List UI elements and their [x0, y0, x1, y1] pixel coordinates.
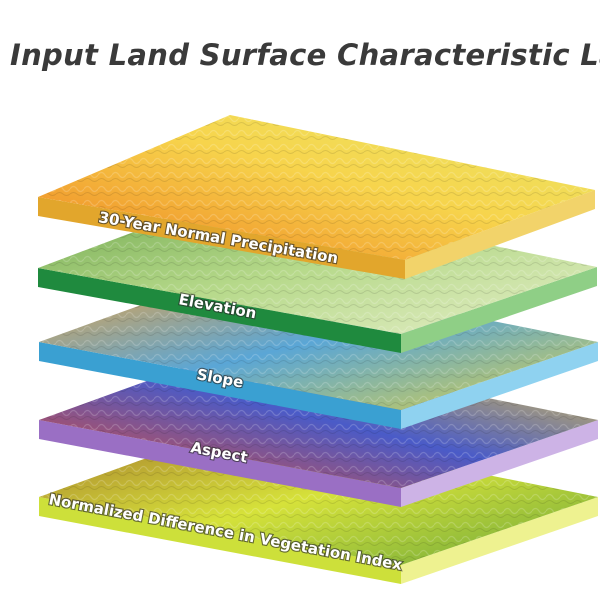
layer-side-face: [401, 342, 598, 429]
layer-front-face: [38, 197, 405, 279]
diagram-title: Input Land Surface Characteristic Layers: [10, 38, 600, 72]
layer-front-face: [39, 420, 401, 507]
layer-side-face: [401, 267, 597, 353]
layer-front-face: [38, 268, 401, 353]
layer-front-face: [39, 497, 401, 584]
layer-side-face: [401, 497, 598, 584]
layer-front-face: [39, 342, 401, 429]
layer-texture: [38, 115, 595, 260]
layer-side-face: [401, 420, 598, 507]
layer-side-face: [405, 190, 595, 279]
